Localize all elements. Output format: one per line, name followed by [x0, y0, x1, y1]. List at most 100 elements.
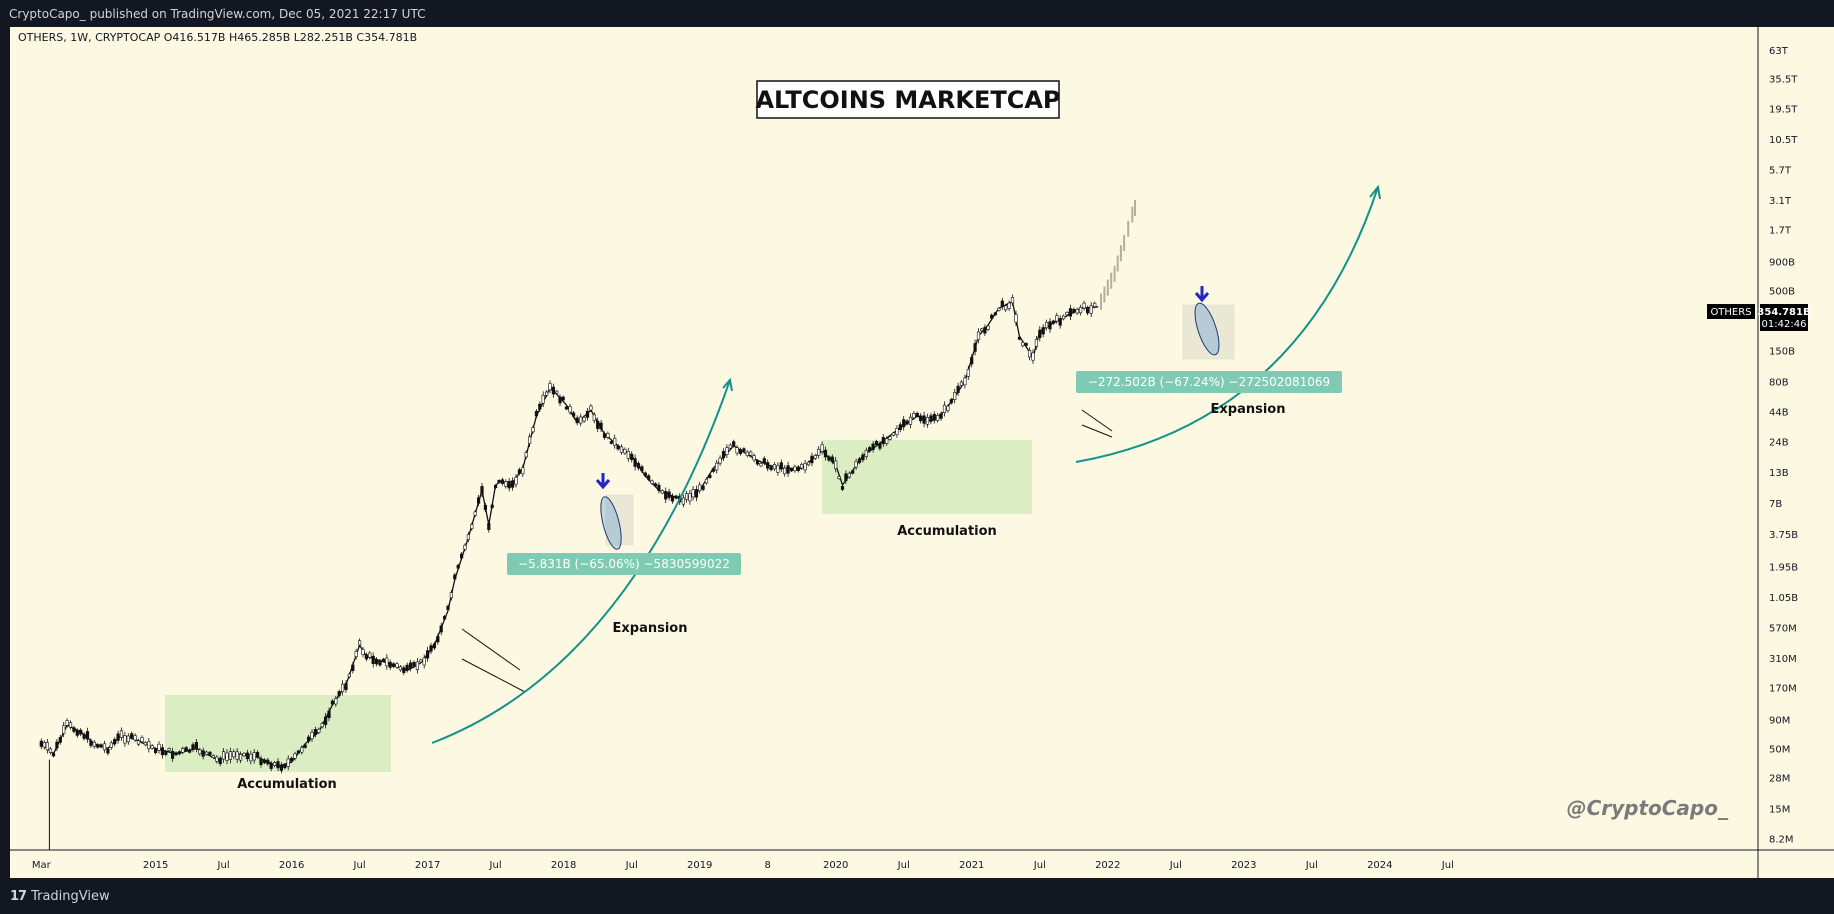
candle-body	[976, 331, 981, 340]
candle-body	[388, 661, 392, 668]
drop-ellipse[interactable]	[597, 495, 626, 551]
candle-body	[136, 740, 141, 745]
candle-body	[664, 491, 668, 500]
zone-label: Accumulation	[237, 777, 337, 792]
candle-body	[432, 643, 437, 649]
candle-body	[453, 574, 457, 580]
candle-body	[915, 412, 919, 417]
candle-body	[851, 470, 855, 474]
candle-body	[844, 473, 848, 481]
candle-body	[167, 748, 171, 751]
candle-body	[296, 750, 301, 754]
candle-body	[266, 759, 270, 765]
candle-body	[218, 758, 222, 764]
x-tick-label: 2020	[823, 860, 848, 871]
candle-body	[143, 742, 148, 746]
candle-body	[942, 404, 947, 414]
candle-body	[759, 463, 763, 467]
candle-body	[507, 480, 511, 489]
y-tick-label: 50M	[1769, 745, 1790, 756]
candle-body	[959, 381, 964, 386]
candle-body	[184, 747, 188, 751]
candle-body	[544, 391, 549, 396]
candle-body	[317, 728, 321, 733]
chart-area[interactable]: −5.831B (−65.06%) −5830599022 −272.502B …	[10, 27, 1834, 895]
price-axis[interactable]: 8.2M 15M 28M 50M 90M 170M 310M 570M 1.05B 1.95B 3.…	[1769, 46, 1798, 845]
candle-body	[1014, 314, 1018, 323]
candle-body	[701, 485, 705, 490]
candle-body	[993, 312, 997, 316]
candle-body	[800, 463, 804, 469]
candle-body	[623, 448, 627, 454]
candle-body	[619, 446, 624, 453]
candle-body	[653, 483, 658, 487]
candle-body	[517, 469, 522, 474]
candle-body	[1062, 315, 1066, 320]
candle-body	[119, 730, 124, 738]
candle-body	[558, 396, 562, 404]
candle-body	[177, 751, 182, 755]
tradingview-logo-icon: 17	[10, 889, 27, 904]
candle-body	[953, 392, 957, 400]
y-tick-label: 5.7T	[1769, 166, 1792, 177]
candle-body	[65, 720, 69, 726]
x-tick-label: Jul	[217, 860, 230, 871]
trendline[interactable]	[1081, 424, 1113, 438]
candle-body	[1027, 350, 1032, 358]
measure-label-bg	[1076, 371, 1342, 393]
candle-body	[1082, 302, 1086, 309]
measure-box[interactable]	[1182, 304, 1235, 360]
candle-body	[755, 460, 760, 465]
candle-body	[109, 742, 113, 748]
candle-body	[1041, 327, 1045, 335]
candle-body	[538, 403, 542, 410]
candle-body	[147, 741, 151, 750]
candle-body	[116, 733, 120, 741]
trendline[interactable]	[461, 628, 521, 671]
expansion-curve[interactable]	[431, 379, 731, 744]
candle-body	[368, 652, 372, 658]
candle-body	[201, 750, 205, 757]
candle-body	[42, 742, 46, 748]
candle-body	[225, 752, 229, 761]
candle-body	[99, 744, 103, 748]
candle-body	[39, 740, 43, 747]
measure-box[interactable]	[605, 494, 634, 546]
drop-ellipse[interactable]	[1190, 301, 1224, 358]
candle-body	[925, 416, 930, 425]
price-chart[interactable]: −5.831B (−65.06%) −5830599022 −272.502B …	[10, 27, 1834, 895]
y-tick-label: 63T	[1769, 46, 1789, 57]
candle-body	[320, 723, 324, 728]
candle-body	[606, 433, 610, 438]
candle-body	[827, 456, 831, 461]
candle-body	[633, 458, 637, 467]
candle-body	[796, 466, 800, 471]
candle-body	[211, 755, 216, 759]
candle-body	[188, 749, 192, 753]
y-tick-label: 1.05B	[1769, 593, 1798, 604]
candle-body	[762, 458, 766, 464]
candle-body	[340, 683, 345, 692]
candle-body	[1004, 305, 1008, 311]
candle-body	[126, 735, 130, 743]
candle-body	[885, 438, 889, 444]
candle-body	[232, 751, 236, 758]
candle-body	[564, 406, 568, 410]
measure-label-bg	[507, 553, 741, 575]
candle-body	[330, 700, 335, 705]
trendline[interactable]	[461, 658, 526, 693]
x-tick-label: 2024	[1367, 860, 1392, 871]
candle-body	[412, 661, 416, 667]
candle-body	[300, 747, 304, 753]
candle-body	[718, 457, 722, 464]
time-axis[interactable]: Mar 2015 Jul 2016 Jul 2017 Jul 2018 Jul 2019 8 2020…	[32, 860, 1454, 871]
accumulation-zone[interactable]	[822, 440, 1032, 514]
candle-body	[436, 636, 440, 643]
tradingview-logo[interactable]: 17 TradingView	[10, 889, 110, 904]
candle-body	[1093, 302, 1097, 308]
trendline[interactable]	[1081, 409, 1113, 432]
candle-body	[592, 414, 596, 421]
arrowhead-icon	[722, 377, 733, 392]
candle-body	[48, 748, 53, 753]
watermark: @CryptoCapo_	[1567, 796, 1729, 820]
